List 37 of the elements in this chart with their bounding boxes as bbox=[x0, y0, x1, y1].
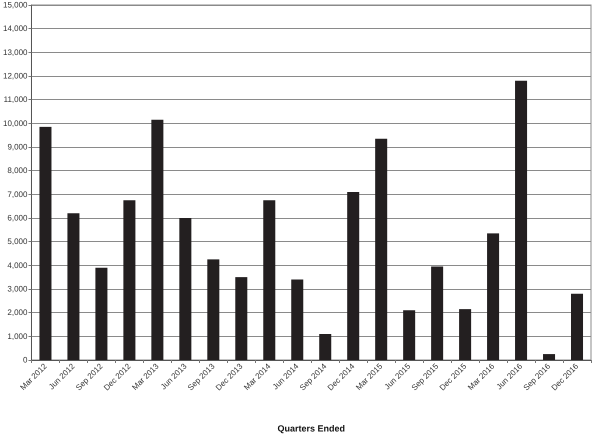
bar bbox=[123, 200, 136, 360]
y-tick-label: 12,000 bbox=[3, 72, 28, 80]
y-tick-label: 1,000 bbox=[7, 332, 28, 341]
y-tick-label: 8,000 bbox=[7, 166, 28, 176]
bar bbox=[67, 213, 80, 360]
bar bbox=[543, 354, 556, 360]
bar bbox=[403, 310, 416, 360]
bar bbox=[207, 259, 220, 360]
y-tick-label: 9,000 bbox=[7, 142, 28, 152]
bar bbox=[95, 268, 108, 360]
y-tick-label: 7,000 bbox=[7, 190, 28, 199]
x-axis-title: Quarters Ended bbox=[277, 424, 345, 434]
y-tick-label: 6,000 bbox=[7, 214, 28, 222]
bar bbox=[39, 126, 52, 360]
bar bbox=[487, 233, 500, 360]
y-tick-label: 5,000 bbox=[7, 237, 28, 246]
bar bbox=[570, 294, 584, 360]
y-tick-label: 3,000 bbox=[7, 284, 28, 294]
bar bbox=[431, 266, 444, 360]
bar bbox=[235, 277, 248, 360]
y-tick-label: 15,000 bbox=[3, 0, 28, 10]
bar bbox=[151, 120, 164, 360]
y-tick-label: 4,000 bbox=[7, 260, 28, 270]
bar bbox=[179, 218, 192, 360]
bar bbox=[375, 138, 388, 360]
bar bbox=[319, 334, 332, 360]
y-tick-label: 10,000 bbox=[3, 118, 28, 128]
y-tick-label: 11,000 bbox=[4, 95, 28, 104]
bar bbox=[347, 192, 360, 360]
y-tick-label: 14,000 bbox=[3, 24, 28, 34]
bar bbox=[291, 280, 304, 360]
y-tick-label: 2,000 bbox=[7, 308, 28, 318]
bar bbox=[459, 309, 472, 360]
bar bbox=[515, 80, 528, 360]
y-tick-label: 13,000 bbox=[3, 48, 28, 57]
y-tick-label: 0 bbox=[23, 356, 28, 364]
bar bbox=[263, 200, 276, 360]
